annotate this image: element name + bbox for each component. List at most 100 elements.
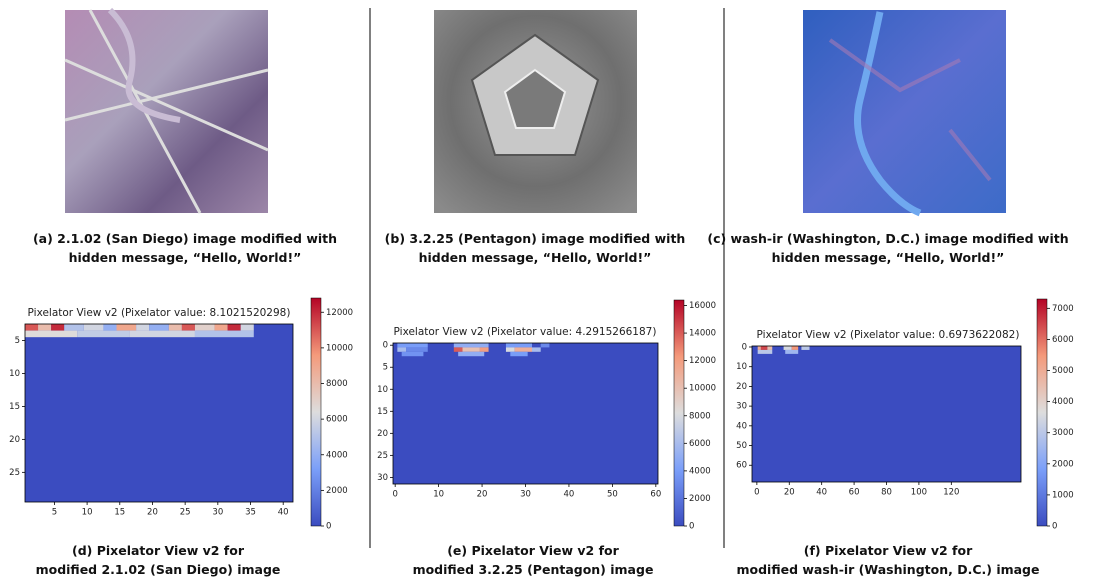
x-tick-label: 40	[564, 490, 575, 500]
y-tick-label: 10	[9, 369, 20, 379]
heatmap-cell	[117, 324, 137, 331]
heatmap-cell	[454, 347, 463, 351]
heatmap-cell	[169, 324, 182, 331]
colorbar-tick-label: 5000	[1052, 366, 1074, 376]
chart-title: Pixelator View v2 (Pixelator value: 0.69…	[757, 329, 1020, 341]
heatmap-cell	[541, 343, 550, 347]
x-tick-label: 15	[114, 508, 125, 518]
colorbar-tick-label: 1000	[1052, 490, 1074, 500]
heatmap-cell	[195, 331, 254, 338]
heatmap-cell	[454, 343, 489, 347]
x-tick-label: 20	[147, 508, 158, 518]
y-tick-label: 30	[736, 402, 747, 412]
x-tick-label: 30	[212, 508, 223, 518]
colorbar	[674, 300, 684, 526]
y-tick-label: 0	[742, 342, 747, 352]
x-tick-label: 40	[816, 488, 827, 498]
image-san-diego	[65, 10, 268, 213]
x-tick-label: 0	[754, 488, 759, 498]
x-tick-label: 120	[943, 488, 959, 498]
heatmap-cell	[758, 350, 773, 354]
colorbar-tick-label: 4000	[689, 466, 711, 476]
colorbar-tick-label: 10000	[689, 384, 716, 394]
figure: (a) 2.1.02 (San Diego) image modified wi…	[0, 0, 1104, 584]
caption: (a) 2.1.02 (San Diego) image modified wi…	[33, 231, 337, 246]
y-tick-label: 5	[383, 363, 388, 373]
y-tick-label: 10	[736, 362, 747, 372]
heatmap-cell	[758, 346, 761, 350]
caption: (f) Pixelator View v2 for	[804, 543, 973, 558]
colorbar	[1037, 299, 1047, 526]
y-tick-label: 5	[15, 336, 20, 346]
colorbar-tick-label: 4000	[1052, 397, 1074, 407]
heatmap-background	[393, 343, 658, 484]
caption: hidden message, “Hello, World!”	[69, 250, 302, 265]
colorbar-tick-label: 8000	[689, 411, 711, 421]
heatmap-background	[752, 346, 1021, 482]
y-tick-label: 60	[736, 461, 747, 471]
colorbar-tick-label: 0	[1052, 522, 1057, 532]
caption: (e) Pixelator View v2 for	[447, 543, 619, 558]
colorbar-tick-label: 2000	[689, 494, 711, 504]
heatmap-cell	[51, 324, 64, 331]
heatmap-cell	[480, 347, 489, 351]
x-tick-label: 20	[784, 488, 795, 498]
chart-title: Pixelator View v2 (Pixelator value: 8.10…	[28, 307, 291, 319]
x-tick-label: 35	[245, 508, 256, 518]
caption: (d) Pixelator View v2 for	[72, 543, 245, 558]
y-tick-label: 0	[383, 341, 388, 351]
heatmap-cell	[241, 324, 254, 331]
heatmap-cell	[463, 347, 480, 351]
heatmap-cell	[84, 324, 104, 331]
heatmap-cell	[215, 324, 228, 331]
heatmap-cell	[458, 352, 484, 356]
caption: modified wash-ir (Washington, D.C.) imag…	[736, 562, 1039, 577]
x-tick-label: 0	[392, 490, 397, 500]
y-tick-label: 15	[377, 407, 388, 417]
heatmap-cell	[77, 331, 129, 338]
caption: modified 3.2.25 (Pentagon) image	[413, 562, 654, 577]
x-tick-label: 10	[82, 508, 93, 518]
heatmap-cell	[784, 346, 792, 350]
x-tick-label: 5	[52, 508, 57, 518]
colorbar-tick-label: 6000	[1052, 335, 1074, 345]
y-tick-label: 25	[377, 451, 388, 461]
heatmap-cell	[506, 343, 532, 347]
x-tick-label: 25	[180, 508, 191, 518]
caption: hidden message, “Hello, World!”	[772, 250, 1005, 265]
y-tick-label: 40	[736, 421, 747, 431]
heatmap-cell	[130, 331, 195, 338]
heatmap-cell	[25, 331, 77, 338]
heatmap-cell	[767, 346, 772, 350]
x-tick-label: 60	[650, 490, 661, 500]
y-tick-label: 20	[736, 382, 747, 392]
caption: hidden message, “Hello, World!”	[419, 250, 652, 265]
caption: modified 2.1.02 (San Diego) image	[36, 562, 281, 577]
x-tick-label: 60	[849, 488, 860, 498]
heatmap-cell	[397, 347, 406, 351]
heatmap-cell	[510, 352, 527, 356]
colorbar-tick-label: 16000	[689, 301, 716, 311]
colorbar-tick-label: 12000	[689, 356, 716, 366]
heatmap-cell	[195, 324, 215, 331]
heatmap-cell	[515, 347, 532, 351]
heatmap-cell	[397, 343, 427, 347]
y-tick-label: 20	[9, 435, 20, 445]
colorbar-tick-label: 6000	[689, 439, 711, 449]
colorbar-tick-label: 14000	[689, 329, 716, 339]
colorbar-tick-label: 6000	[326, 415, 348, 425]
colorbar-tick-label: 0	[326, 522, 331, 532]
heatmap-cell	[38, 324, 51, 331]
colorbar-tick-label: 2000	[1052, 459, 1074, 469]
heatmap-cell	[785, 350, 798, 354]
colorbar-tick-label: 2000	[326, 486, 348, 496]
heatmap-cell	[406, 347, 428, 351]
colorbar-tick-label: 7000	[1052, 304, 1074, 314]
y-tick-label: 25	[9, 468, 20, 478]
colorbar-tick-label: 12000	[326, 308, 353, 318]
heatmap-cell	[792, 346, 798, 350]
y-tick-label: 30	[377, 473, 388, 483]
x-tick-label: 100	[911, 488, 927, 498]
x-tick-label: 50	[607, 490, 618, 500]
x-tick-label: 10	[433, 490, 444, 500]
